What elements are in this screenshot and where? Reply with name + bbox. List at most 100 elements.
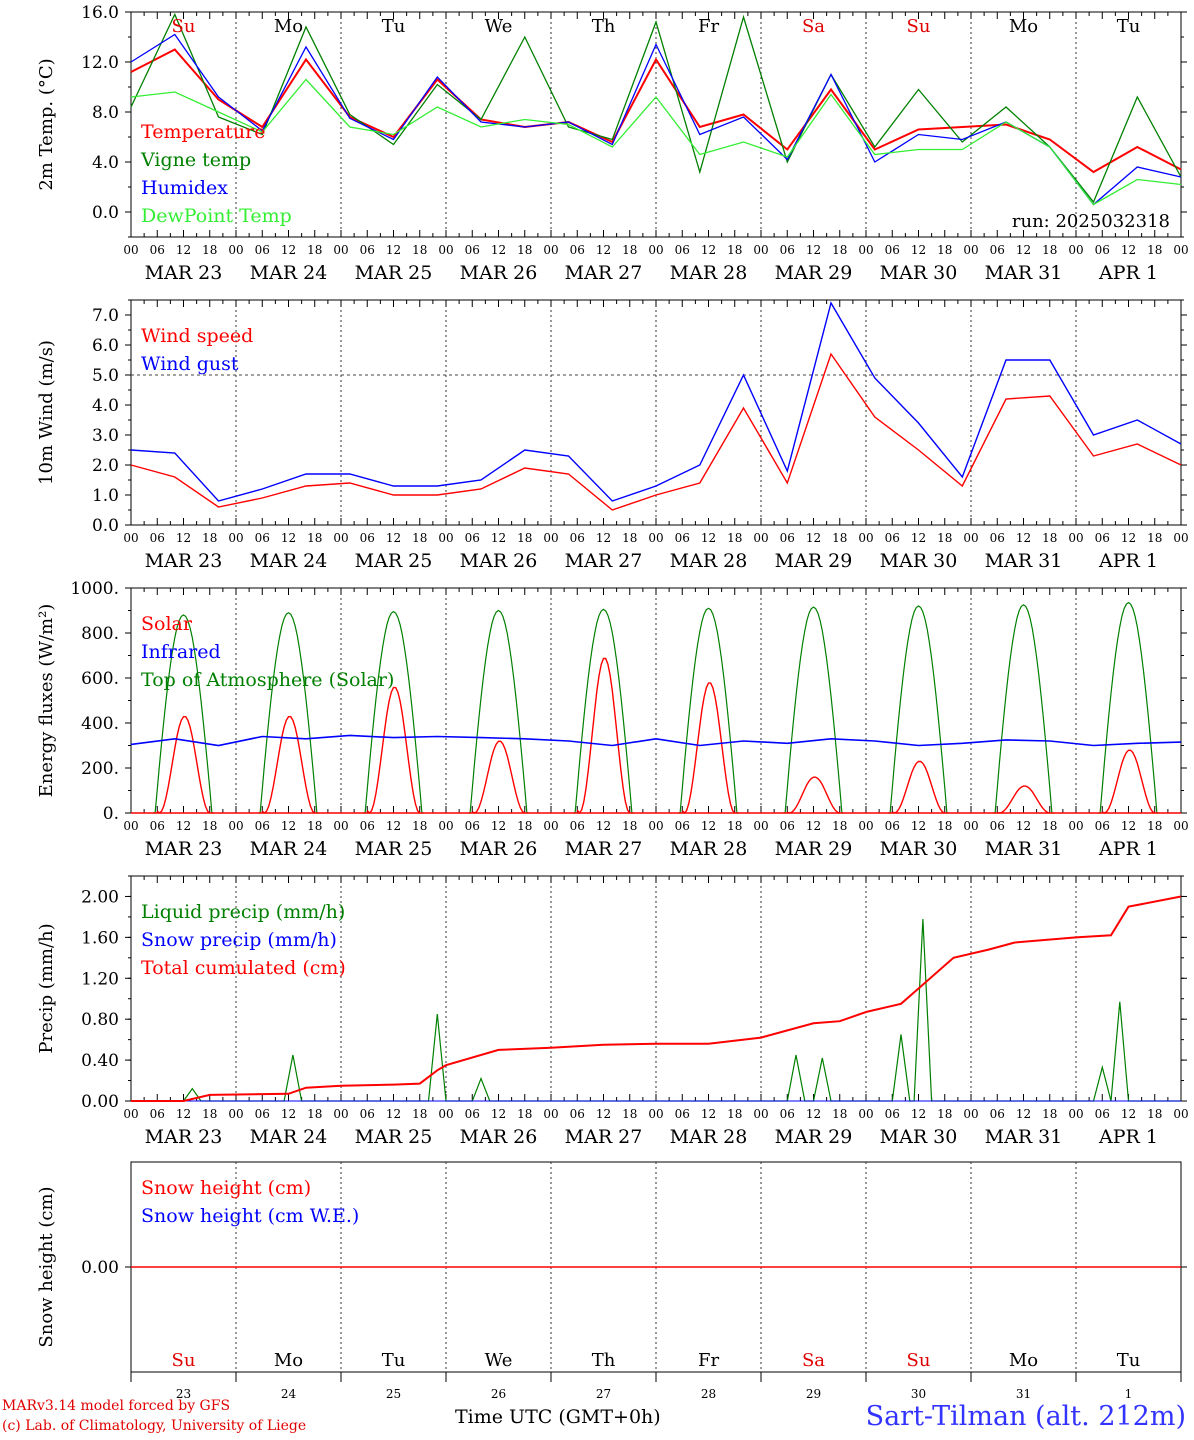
temperature-hour-tick-label: 06 bbox=[150, 243, 165, 257]
wind-hour-tick-label: 00 bbox=[753, 531, 768, 545]
precip-legend-entry: Snow precip (mm/h) bbox=[141, 929, 337, 951]
temperature-date-label: MAR 26 bbox=[460, 262, 538, 284]
temperature-hour-tick-label: 06 bbox=[990, 243, 1005, 257]
energy-hour-tick-label: 00 bbox=[1068, 819, 1083, 833]
energy-hour-tick-label: 12 bbox=[176, 819, 191, 833]
temperature-hour-tick-label: 00 bbox=[438, 243, 453, 257]
series-line-wind-speed bbox=[130, 352, 1182, 511]
energy-hour-tick-label: 00 bbox=[228, 819, 243, 833]
precip-legend-entry: Total cumulated (cm) bbox=[141, 957, 346, 979]
temperature-hour-tick-label: 00 bbox=[753, 243, 768, 257]
temperature-hour-tick-label: 18 bbox=[832, 243, 847, 257]
temperature-day-label: Tu bbox=[382, 16, 406, 37]
temperature-day-label: Mo bbox=[274, 16, 303, 37]
energy-hour-tick-label: 12 bbox=[911, 819, 926, 833]
wind-y-tick-label: 0.0 bbox=[92, 516, 119, 536]
temperature-hour-tick-label: 06 bbox=[570, 243, 585, 257]
precip-hour-tick-label: 18 bbox=[307, 1107, 322, 1121]
temperature-y-tick-label: 4.0 bbox=[92, 153, 119, 173]
wind-hour-tick-label: 06 bbox=[360, 531, 375, 545]
footer: MARv3.14 model forced by GFS (c) Lab. of… bbox=[0, 1398, 1194, 1440]
temperature-day-label: We bbox=[485, 16, 513, 37]
wind-hour-tick-label: 12 bbox=[596, 531, 611, 545]
energy-hour-tick-label: 18 bbox=[202, 819, 217, 833]
temperature-hour-tick-label: 18 bbox=[517, 243, 532, 257]
toa-solar-curve bbox=[152, 614, 215, 814]
temperature-hour-tick-label: 18 bbox=[727, 243, 742, 257]
energy-hour-tick-label: 06 bbox=[150, 819, 165, 833]
precip-hour-tick-label: 18 bbox=[727, 1107, 742, 1121]
temperature-date-label: MAR 29 bbox=[775, 262, 853, 284]
energy-hour-tick-label: 00 bbox=[963, 819, 978, 833]
temperature-hour-tick-label: 00 bbox=[858, 243, 873, 257]
wind-y-tick-label: 7.0 bbox=[92, 306, 119, 326]
precip-hour-tick-label: 18 bbox=[832, 1107, 847, 1121]
energy-hour-tick-label: 06 bbox=[1095, 819, 1110, 833]
wind-hour-tick-label: 18 bbox=[727, 531, 742, 545]
toa-solar-curve bbox=[572, 608, 635, 814]
wind-hour-tick-label: 12 bbox=[491, 531, 506, 545]
precip-hour-tick-label: 06 bbox=[465, 1107, 480, 1121]
toa-solar-curve bbox=[677, 607, 740, 814]
energy-hour-tick-label: 00 bbox=[438, 819, 453, 833]
temperature-hour-tick-label: 12 bbox=[1016, 243, 1031, 257]
snow-day-label: Mo bbox=[1009, 1350, 1038, 1371]
precip-hour-tick-label: 00 bbox=[1173, 1107, 1188, 1121]
solar-curve bbox=[681, 682, 736, 815]
snow-day-number: 31 bbox=[1016, 1387, 1031, 1401]
energy-hour-tick-label: 00 bbox=[753, 819, 768, 833]
precip-y-tick-label: 2.00 bbox=[81, 887, 119, 907]
solar-curve bbox=[366, 686, 421, 815]
wind-date-label: MAR 28 bbox=[670, 550, 748, 572]
wind-y-tick-label: 4.0 bbox=[92, 396, 119, 416]
wind-y-tick-label: 1.0 bbox=[92, 486, 119, 506]
series-line-temperature bbox=[130, 48, 1182, 174]
wind-hour-tick-label: 18 bbox=[412, 531, 427, 545]
energy-date-label: MAR 31 bbox=[985, 838, 1063, 860]
energy-hour-tick-label: 06 bbox=[675, 819, 690, 833]
run-label: run: 2025032318 bbox=[1012, 211, 1170, 232]
temperature-hour-tick-label: 12 bbox=[491, 243, 506, 257]
temperature-hour-tick-label: 12 bbox=[806, 243, 821, 257]
snow-day-label: Mo bbox=[274, 1350, 303, 1371]
temperature-hour-tick-label: 12 bbox=[386, 243, 401, 257]
solar-curve bbox=[471, 740, 526, 814]
energy-hour-tick-label: 12 bbox=[701, 819, 716, 833]
temperature-hour-tick-label: 18 bbox=[622, 243, 637, 257]
temperature-hour-tick-label: 12 bbox=[911, 243, 926, 257]
wind-hour-tick-label: 18 bbox=[517, 531, 532, 545]
wind-hour-tick-label: 06 bbox=[570, 531, 585, 545]
snow-y-tick-label: 0.00 bbox=[81, 1258, 119, 1278]
energy-date-label: MAR 26 bbox=[460, 838, 538, 860]
solar-curve bbox=[576, 657, 631, 815]
energy-hour-tick-label: 06 bbox=[255, 819, 270, 833]
solar-curve bbox=[997, 785, 1050, 814]
precip-hour-tick-label: 18 bbox=[937, 1107, 952, 1121]
precip-hour-tick-label: 06 bbox=[1095, 1107, 1110, 1121]
wind-hour-tick-label: 06 bbox=[150, 531, 165, 545]
wind-hour-tick-label: 00 bbox=[858, 531, 873, 545]
wind-date-label: MAR 24 bbox=[250, 550, 328, 572]
precip-hour-tick-label: 18 bbox=[517, 1107, 532, 1121]
temperature-hour-tick-label: 06 bbox=[780, 243, 795, 257]
temperature-date-label: MAR 27 bbox=[565, 262, 643, 284]
wind-hour-tick-label: 00 bbox=[228, 531, 243, 545]
wind-date-label: APR 1 bbox=[1098, 550, 1158, 572]
temperature-hour-tick-label: 00 bbox=[123, 243, 138, 257]
solar-curve bbox=[891, 760, 946, 814]
solar-curve bbox=[1101, 749, 1156, 814]
snow-day-number: 28 bbox=[701, 1387, 716, 1401]
temperature-hour-tick-label: 18 bbox=[937, 243, 952, 257]
energy-hour-tick-label: 06 bbox=[780, 819, 795, 833]
temperature-date-label: MAR 30 bbox=[880, 262, 958, 284]
snow-day-label: Su bbox=[907, 1350, 931, 1371]
temperature-legend-entry: Vigne temp bbox=[140, 149, 251, 171]
snow-y-axis-label: Snow height (cm) bbox=[36, 1186, 57, 1347]
wind-y-tick-label: 6.0 bbox=[92, 336, 119, 356]
precip-date-label: MAR 24 bbox=[250, 1126, 328, 1148]
precip-hour-tick-label: 18 bbox=[202, 1107, 217, 1121]
precip-date-label: MAR 31 bbox=[985, 1126, 1063, 1148]
energy-date-label: MAR 23 bbox=[145, 838, 223, 860]
temperature-day-label: Fr bbox=[698, 16, 719, 37]
